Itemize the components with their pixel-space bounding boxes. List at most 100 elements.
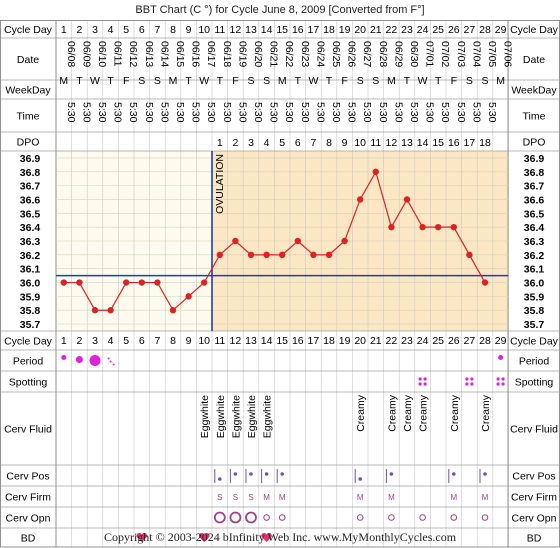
period-marker (75, 356, 83, 363)
weekday-label: W (90, 75, 100, 87)
cycle-day-label: 6 (139, 24, 145, 36)
cycle-day-label: 15 (276, 24, 288, 36)
cycle-day-label-bottom: 21 (370, 335, 382, 347)
time-label: 5:30 (377, 102, 389, 123)
temperature-point (325, 251, 333, 259)
dpo-label: 10 (354, 137, 366, 149)
y-tick-label: 36.8 (20, 167, 41, 179)
time-label: 5:30 (346, 102, 358, 123)
cerv-pos-marker (389, 472, 394, 476)
cycle-day-label-bottom: 3 (92, 335, 98, 347)
cycle-day-label-bottom: 20 (354, 335, 366, 347)
time-label: 5:30 (236, 102, 248, 123)
y-tick-label: 36.4 (20, 222, 41, 234)
row-label-right-cerv_pos: Cerv Pos (512, 471, 555, 483)
y-tick-label-right: 36.3 (524, 236, 545, 248)
time-label: 5:30 (392, 102, 404, 123)
spotting-marker (418, 377, 422, 381)
y-tick-label: 36.5 (20, 208, 41, 220)
cerv-pos-marker (264, 472, 269, 476)
cerv-fluid-label: Creamy (402, 394, 414, 432)
date-label: 07/06 (502, 41, 514, 67)
temperature-point (263, 251, 270, 259)
row-label-right-period: Period (519, 356, 550, 368)
date-label: 06/30 (408, 41, 420, 67)
cerv-opn-marker (263, 514, 270, 521)
temperature-point (310, 251, 317, 259)
row-label-cycle_day: Cycle Day (4, 336, 53, 348)
weekday-label: W (199, 75, 209, 87)
weekday-label: M (387, 75, 396, 87)
cerv-firm-label: M (388, 493, 395, 502)
time-label: 5:30 (314, 102, 326, 123)
time-label: 5:30 (127, 102, 139, 123)
cerv-fluid-label: Creamy (480, 394, 492, 432)
period-marker (498, 355, 504, 360)
date-label: 07/02 (439, 41, 451, 67)
temperature-point (154, 279, 161, 286)
cycle-day-label: 22 (386, 24, 398, 36)
cycle-day-label: 21 (370, 24, 382, 36)
cerv-firm-label: M (357, 493, 364, 502)
spotting-marker (496, 382, 500, 386)
dpo-label: 12 (386, 137, 398, 149)
row-label-right-date: Date (523, 54, 545, 66)
weekday-label: T (404, 75, 411, 87)
cycle-day-label: 28 (479, 24, 491, 36)
y-tick-label: 36.6 (20, 194, 41, 206)
row-label-right-cerv_firm: Cerv Firm (511, 492, 557, 504)
date-label: 06/25 (330, 41, 342, 67)
cerv-pos-marker (483, 472, 487, 476)
dpo-label: 4 (264, 137, 270, 149)
y-tick-label-right: 36.6 (524, 194, 545, 206)
y-tick-label-right: 36.4 (524, 222, 545, 234)
bd-heart (198, 532, 210, 542)
time-label: 5:30 (158, 102, 170, 123)
time-label: 5:30 (408, 102, 420, 123)
date-label: 06/11 (112, 41, 124, 67)
weekday-label: W (418, 75, 428, 87)
temperature-line (63, 170, 486, 312)
weekday-label: F (341, 75, 347, 87)
date-label: 06/09 (80, 41, 92, 67)
temperature-point (201, 279, 208, 286)
dpo-label: 7 (310, 137, 316, 149)
cycle-day-label-bottom: 11 (214, 335, 225, 347)
spotting-marker (423, 382, 427, 386)
date-label: 07/05 (486, 41, 498, 67)
cycle-day-label-bottom: 29 (495, 335, 507, 347)
cerv-firm-label: S (233, 493, 238, 502)
row-label-right-cycle_day: Cycle Day (510, 24, 559, 36)
cycle-day-label-bottom: 6 (139, 335, 145, 347)
y-tick-label-right: 36.1 (524, 264, 545, 276)
temperature-point (450, 223, 457, 231)
cycle-day-label: 23 (401, 24, 413, 36)
time-label: 5:30 (455, 102, 467, 123)
temperature-point (341, 237, 348, 245)
cycle-day-label-bottom: 18 (323, 335, 335, 347)
weekday-label: T (107, 75, 114, 87)
y-tick-label-right: 35.8 (524, 305, 545, 317)
cycle-day-label: 24 (417, 24, 429, 36)
cycle-day-label: 7 (154, 24, 160, 36)
cycle-day-label: 26 (448, 24, 460, 36)
row-label-right-bd: BD (527, 533, 542, 545)
y-tick-label-right: 35.7 (524, 319, 545, 331)
cerv-pos-marker (452, 472, 456, 476)
cerv-pos-marker (249, 472, 253, 476)
dpo-label: 16 (448, 137, 460, 149)
time-label: 5:30 (424, 102, 436, 123)
period-marker (107, 357, 110, 360)
date-label: 06/08 (65, 41, 77, 67)
weekday-label: M (59, 75, 68, 87)
weekday-label: S (466, 75, 473, 87)
date-label: 06/29 (392, 41, 404, 67)
date-label: 06/23 (299, 41, 311, 67)
date-label: 06/27 (361, 41, 373, 67)
cerv-firm-label: M (263, 493, 270, 502)
time-label: 5:30 (299, 102, 311, 123)
plot-layer: OVULATION (56, 151, 509, 331)
cerv-pos-marker (218, 477, 222, 481)
y-tick-label: 36.0 (20, 278, 41, 290)
row-label-cycle_day: Cycle Day (4, 24, 53, 36)
